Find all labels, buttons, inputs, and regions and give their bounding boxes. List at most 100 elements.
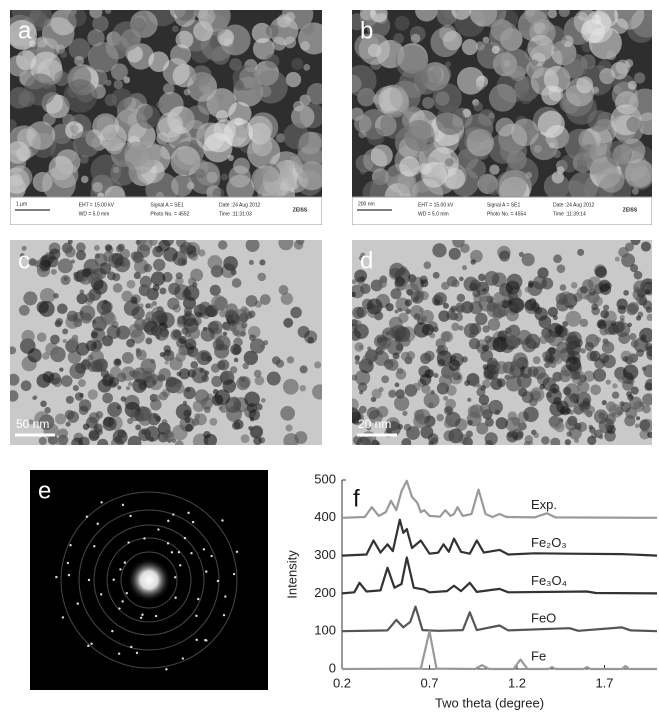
texture [198, 249, 206, 257]
texture [19, 253, 25, 259]
texture [544, 362, 551, 369]
spot [121, 503, 125, 507]
texture [630, 264, 639, 273]
texture [60, 375, 73, 387]
texture [235, 124, 249, 139]
micrograph: b 200 nm EHT = 15.00 kV WD = 5.0 mm Signal A… [352, 10, 652, 225]
texture [635, 315, 642, 321]
texture [519, 91, 533, 105]
texture [53, 292, 59, 299]
texture [183, 306, 193, 316]
texture [580, 348, 586, 354]
texture [371, 439, 379, 445]
texture [433, 372, 439, 378]
texture [156, 306, 164, 313]
texture [156, 101, 163, 109]
texture [629, 333, 637, 341]
texture [626, 303, 638, 316]
texture [192, 282, 198, 288]
texture [299, 365, 308, 374]
texture [192, 400, 205, 413]
texture [624, 159, 652, 189]
texture [359, 390, 364, 395]
texture [359, 168, 366, 175]
series-line [341, 479, 658, 519]
texture [567, 331, 582, 346]
texture [505, 334, 518, 347]
texture [113, 358, 122, 367]
texture [394, 276, 405, 287]
texture [294, 147, 322, 180]
texture [464, 113, 494, 143]
texture [75, 250, 87, 261]
texture [354, 359, 360, 365]
texture [57, 303, 68, 315]
texture [478, 394, 490, 406]
texture [528, 282, 534, 289]
texture [486, 371, 494, 379]
texture [248, 112, 279, 143]
texture [64, 409, 75, 420]
texture [134, 318, 147, 331]
texture [584, 341, 595, 352]
texture [484, 432, 498, 445]
ring [120, 551, 178, 609]
spot [118, 607, 121, 610]
texture [438, 373, 453, 388]
texture [66, 310, 78, 322]
y-axis-label: Intensity [284, 550, 299, 599]
texture [379, 341, 389, 351]
texture [145, 311, 156, 322]
texture [389, 262, 405, 279]
texture [458, 434, 469, 445]
texture [489, 21, 520, 53]
texture [448, 247, 461, 260]
texture [461, 265, 468, 271]
spot [154, 614, 158, 618]
texture [182, 400, 188, 406]
ring [78, 509, 220, 651]
texture [299, 384, 307, 392]
texture [52, 161, 79, 189]
texture [63, 79, 98, 113]
texture [599, 68, 616, 85]
texture [278, 284, 289, 295]
texture [138, 412, 152, 426]
texture [245, 240, 260, 252]
series-line [341, 518, 658, 557]
ring [93, 524, 205, 636]
texture [15, 50, 37, 71]
texture [55, 318, 64, 326]
texture [189, 252, 199, 261]
spot [190, 552, 193, 555]
texture [565, 418, 578, 431]
info-bar [10, 196, 322, 225]
texture [76, 342, 90, 356]
texture [623, 290, 629, 296]
texture [641, 366, 647, 371]
texture [583, 410, 588, 415]
texture [366, 425, 372, 431]
texture [50, 268, 57, 275]
panel-label: c [18, 247, 30, 274]
texture [533, 432, 539, 439]
texture [183, 409, 191, 418]
texture [370, 10, 388, 23]
texture [412, 382, 421, 392]
texture [549, 416, 564, 430]
texture [230, 344, 242, 355]
texture [132, 378, 147, 393]
info-photo: Photo No. = 4552 [150, 211, 189, 217]
texture [354, 355, 361, 361]
texture [138, 428, 152, 442]
spot [123, 561, 127, 564]
spot [222, 613, 226, 617]
texture [574, 438, 579, 444]
texture [368, 360, 373, 366]
texture [88, 412, 100, 424]
texture [99, 262, 112, 275]
texture [397, 174, 416, 194]
texture [181, 259, 188, 266]
texture [452, 372, 461, 381]
texture [639, 327, 652, 343]
